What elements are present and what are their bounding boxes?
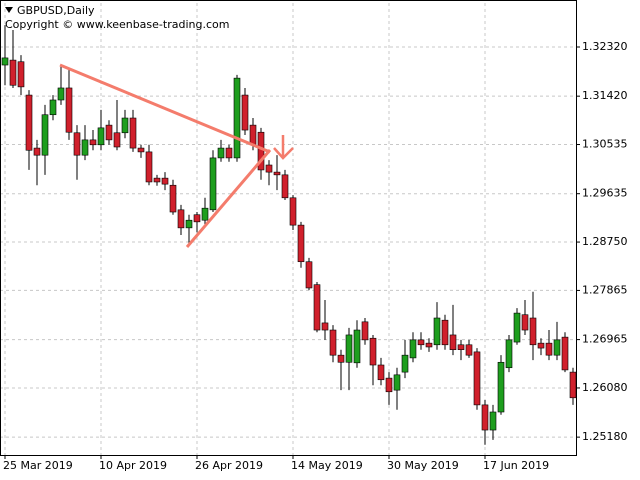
candle-body	[489, 411, 497, 431]
candle-body	[25, 94, 33, 151]
plot-frame	[0, 0, 577, 456]
candle-body	[113, 132, 121, 148]
candle-body	[233, 77, 241, 159]
candle-body	[345, 334, 353, 363]
candle-body	[513, 312, 521, 343]
candle-body	[185, 219, 193, 229]
candle-body	[545, 342, 553, 356]
candle-body	[417, 339, 425, 346]
x-tick-label: 30 May 2019	[387, 459, 459, 472]
candle-body	[473, 351, 481, 406]
candle-body	[217, 147, 225, 159]
y-tick-label: 1.32320	[582, 40, 628, 53]
candle-body	[145, 151, 153, 183]
candle-body	[97, 127, 105, 146]
candle-body	[177, 209, 185, 229]
x-tick-label: 26 Apr 2019	[195, 459, 263, 472]
candle-body	[313, 284, 321, 331]
candle-body	[249, 124, 257, 146]
candle-body	[193, 214, 201, 223]
y-tick-label: 1.27865	[582, 283, 628, 296]
candle-body	[337, 354, 345, 363]
candle-body	[569, 371, 577, 399]
candle-body	[505, 339, 513, 369]
candle-body	[521, 314, 529, 331]
candle-body	[457, 344, 465, 351]
candle-body	[433, 317, 441, 346]
trend-line	[59, 63, 271, 154]
candle-body	[265, 164, 273, 173]
candle-body	[273, 171, 281, 176]
candle-body	[561, 336, 569, 371]
candle-body	[377, 364, 385, 381]
candle-body	[161, 177, 169, 185]
candle-body	[57, 87, 65, 101]
candle-body	[225, 147, 233, 159]
candle-body	[537, 342, 545, 349]
candle-body	[305, 261, 313, 289]
candle-body	[9, 59, 17, 86]
y-tick-label: 1.26080	[582, 381, 628, 394]
menu-triangle	[5, 7, 13, 13]
candle-body	[297, 224, 305, 263]
candle-body	[89, 139, 97, 146]
trend-line	[185, 149, 272, 248]
candle-body	[49, 99, 57, 116]
x-tick-label: 25 Mar 2019	[3, 459, 73, 472]
candle-body	[481, 404, 489, 431]
candle-body	[241, 94, 249, 131]
y-tick-label: 1.31420	[582, 89, 628, 102]
y-tick-label: 1.29635	[582, 187, 628, 200]
candle-body	[449, 334, 457, 351]
candle-body	[1, 57, 9, 66]
x-tick-label: 14 May 2019	[291, 459, 363, 472]
candle-body	[209, 157, 217, 211]
candle-body	[553, 339, 561, 356]
y-tick-label: 1.28750	[582, 235, 628, 248]
candle-body	[441, 319, 449, 346]
candle-body	[393, 374, 401, 391]
candle-body	[201, 207, 209, 221]
candle-body	[385, 377, 393, 393]
candle-body	[409, 339, 417, 359]
arrow-head	[273, 147, 294, 160]
candle-body	[105, 124, 113, 141]
candle-body	[401, 354, 409, 373]
candle-body	[153, 177, 161, 183]
chart-subtitle: Copyright © www.keenbase-trading.com	[5, 18, 229, 31]
candle-body	[129, 117, 137, 149]
candle-body	[465, 344, 473, 356]
candle-body	[169, 184, 177, 213]
candle-body	[329, 329, 337, 356]
candle-body	[137, 147, 145, 153]
candle-body	[121, 117, 129, 134]
x-tick-label: 10 Apr 2019	[99, 459, 167, 472]
candle-body	[321, 322, 329, 331]
candle-body	[281, 174, 289, 199]
candle-body	[425, 342, 433, 348]
candle-body	[17, 61, 25, 88]
candle-body	[33, 147, 41, 156]
y-tick-label: 1.25180	[582, 430, 628, 443]
candle-body	[369, 337, 377, 366]
y-tick-label: 1.26965	[582, 333, 628, 346]
candle-body	[353, 329, 361, 364]
x-tick-label: 17 Jun 2019	[483, 459, 549, 472]
candles	[1, 25, 577, 445]
candle-body	[65, 87, 73, 133]
candle-body	[361, 321, 369, 341]
candle-body	[289, 197, 297, 226]
candle-body	[529, 317, 537, 346]
y-tick-label: 1.30535	[582, 138, 628, 151]
chart-title: GBPUSD,Daily	[17, 4, 95, 17]
candle-body	[41, 114, 49, 156]
candle-body	[73, 132, 81, 156]
candle-body	[81, 139, 89, 156]
candle-body	[497, 361, 505, 413]
